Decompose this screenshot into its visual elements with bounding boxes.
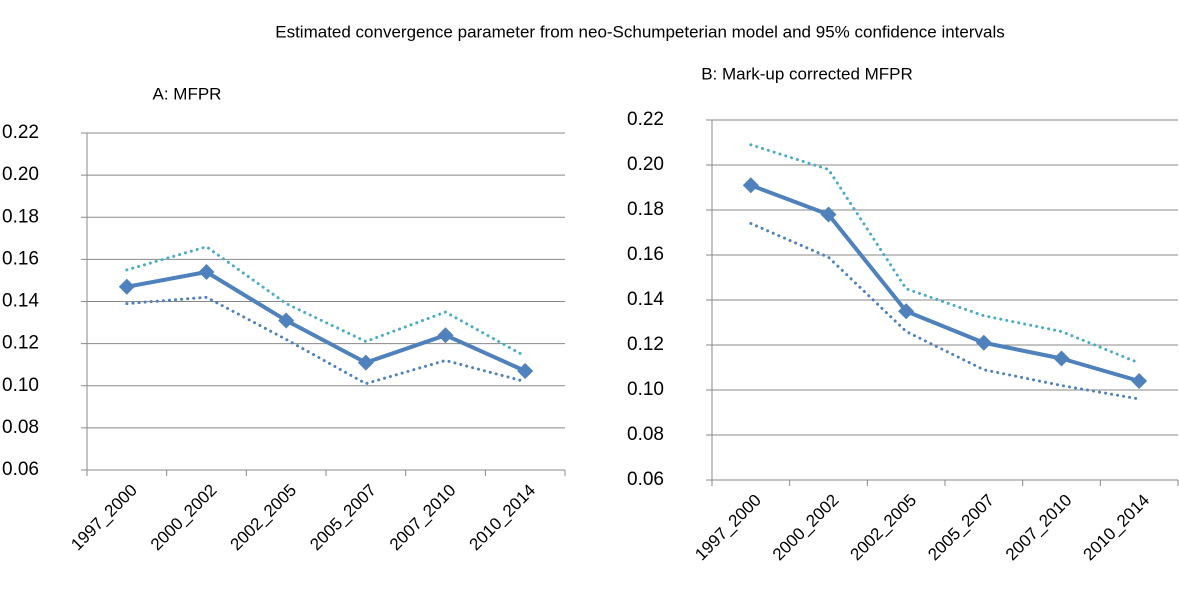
x-tick-label: 2005_2007 [306, 481, 380, 555]
x-tick-label: 2005_2007 [924, 491, 998, 565]
marker [742, 177, 759, 194]
ci-line [749, 222, 1141, 401]
estimate-line [748, 183, 1142, 383]
figure-title: Estimated convergence parameter from neo… [275, 22, 1005, 41]
x-tick-label: 2002_2005 [847, 491, 921, 565]
chart-title: B: Mark-up corrected MFPR [701, 64, 913, 83]
marker [517, 363, 534, 380]
y-tick-label: 0.16 [2, 248, 39, 269]
marker [278, 312, 295, 329]
y-tick-label: 0.16 [627, 244, 664, 265]
y-tick-label: 0.14 [2, 291, 39, 312]
x-tick-label: 1997_2000 [67, 481, 141, 555]
x-tick-label: 2002_2005 [227, 481, 301, 555]
ci-line [125, 245, 527, 358]
ci-line [749, 143, 1141, 365]
ci-line [125, 295, 527, 386]
x-tick-label: 2000_2002 [147, 481, 221, 555]
y-tick-label: 0.12 [2, 333, 39, 354]
y-tick-label: 0.06 [627, 469, 664, 490]
marker [820, 206, 837, 223]
y-tick-label: 0.14 [627, 289, 664, 310]
y-tick-label: 0.06 [2, 459, 39, 480]
y-tick-label: 0.08 [627, 424, 664, 445]
marker [437, 327, 454, 344]
marker [898, 303, 915, 320]
x-tick-label: 2007_2010 [386, 481, 460, 555]
x-tick-label: 2010_2014 [1080, 491, 1154, 565]
y-tick-label: 0.20 [627, 154, 664, 175]
marker [975, 334, 992, 351]
estimate-line [124, 270, 528, 374]
marker [1053, 350, 1070, 367]
y-tick-label: 0.22 [2, 122, 39, 143]
y-tick-label: 0.18 [627, 199, 664, 220]
y-tick-label: 0.10 [2, 375, 39, 396]
marker [1131, 373, 1148, 389]
y-tick-label: 0.08 [2, 417, 39, 438]
x-tick-label: 2010_2014 [466, 481, 540, 555]
marker [198, 264, 215, 281]
marker [118, 278, 135, 295]
x-tick-label: 2007_2010 [1002, 491, 1076, 565]
y-tick-label: 0.20 [2, 164, 39, 185]
y-tick-label: 0.10 [627, 379, 664, 400]
x-tick-label: 1997_2000 [691, 491, 765, 565]
y-tick-label: 0.18 [2, 206, 39, 227]
marker [357, 354, 374, 371]
y-tick-label: 0.22 [627, 109, 664, 130]
x-tick-label: 2000_2002 [769, 491, 843, 565]
y-tick-label: 0.12 [627, 334, 664, 355]
chart-title: A: MFPR [153, 84, 222, 103]
